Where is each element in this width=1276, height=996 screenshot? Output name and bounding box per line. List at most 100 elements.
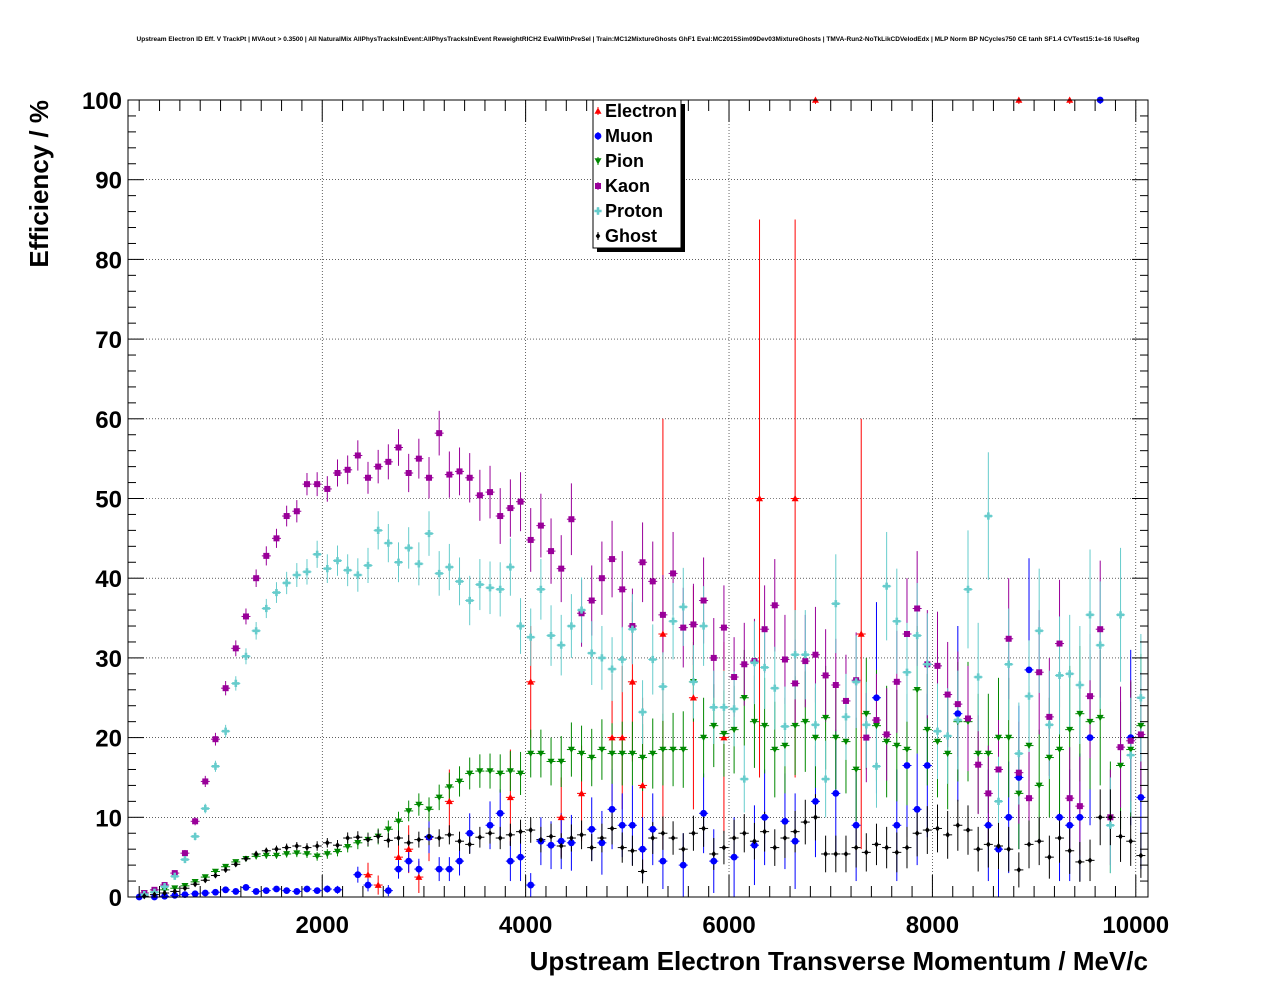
electron-point [608,734,616,741]
electron-point [791,495,799,502]
y-tick-label: 30 [95,646,122,673]
proton-point [222,727,230,735]
kaon-point [700,597,707,604]
pion-point [435,794,443,801]
kaon-point [802,658,809,665]
pion-point [984,750,992,758]
proton-point [313,550,321,558]
ghost-point [772,844,778,851]
marker-layer [135,96,1145,901]
legend-muon-label: Muon [605,126,653,146]
muon-point [354,871,362,879]
kaon-point [639,559,646,566]
proton-point [822,775,830,783]
muon-point [181,891,189,899]
kaon-point [446,471,453,478]
ghost-point [609,825,615,832]
proton-point [364,561,372,570]
kaon-point [792,680,799,687]
ghost-point [599,834,605,842]
ghost-point [172,888,178,895]
muon-point [618,821,626,829]
pion-point [476,768,484,775]
kaon-point [934,662,941,669]
legend-ghost-marker [595,232,601,240]
proton-point [750,659,759,667]
proton-point [1015,749,1023,758]
legend-electron-marker [594,107,602,114]
pion-point [903,746,911,754]
pion-point [801,718,809,726]
pion-point [1127,746,1135,754]
muon-point [659,857,667,865]
kaon-point [527,536,534,543]
pion-point [628,750,636,758]
kaon-point [1137,731,1144,738]
pion-point [1056,746,1064,754]
kaon-point [720,624,727,631]
muon-point [222,886,230,894]
ghost-point [264,847,269,854]
pion-point [1086,718,1094,726]
proton-point [537,585,545,593]
proton-point [1066,670,1074,678]
proton-point [496,585,504,593]
kaon-point [273,535,280,542]
muon-point [649,825,657,833]
ghost-point [203,877,208,884]
muon-point [506,857,514,865]
pion-point [669,746,677,754]
proton-point [791,651,799,659]
ghost-point [935,825,940,832]
ghost-point [436,834,442,842]
pion-point [1137,722,1145,730]
muon-point [852,821,860,829]
muon-point [466,829,474,837]
ghost-point [233,861,239,868]
ghost-point [284,844,289,851]
muon-point [903,762,911,769]
ghost-point [996,842,1001,850]
electron-point [506,793,514,801]
muon-point [273,885,280,893]
ghost-point [538,836,544,843]
muon-point [313,887,321,895]
proton-point [893,617,901,625]
kaon-point [914,605,921,612]
kaon-point [812,651,819,658]
muon-point [303,885,311,893]
proton-point [1076,681,1084,689]
muon-point [588,825,596,833]
proton-point [435,569,443,578]
kaon-point [293,508,300,515]
muon-point [364,881,372,889]
pion-point [1015,790,1023,797]
pion-point [1096,714,1104,722]
ghost-point [904,844,910,851]
kaon-point [1005,635,1012,642]
proton-point [272,588,281,597]
ghost-point [416,836,422,843]
ghost-point [558,842,564,850]
ghost-point [1118,833,1123,840]
x-axis-title: Upstream Electron Transverse Momentum / … [530,946,1148,976]
pion-point [893,742,901,750]
proton-point [344,566,352,574]
kaon-point [710,654,717,661]
kaon-point [334,469,341,476]
pion-point [445,784,453,791]
proton-point [201,804,209,813]
proton-point [242,652,250,660]
kaon-point [212,736,219,743]
proton-point [1116,611,1125,619]
ghost-point [752,838,757,845]
tick-label-layer: 0 10 20 30 40 50 60 70 80 90 100 2000 4000 6000 8000 10… [82,88,1169,939]
kaon-point [1015,769,1022,776]
pion-point [1035,782,1043,789]
ghost-point [1036,838,1042,845]
muon-point [161,892,169,900]
ghost-point [803,818,808,826]
pion-point [1117,762,1125,769]
pion-point [527,750,535,758]
kaon-point [944,691,951,698]
